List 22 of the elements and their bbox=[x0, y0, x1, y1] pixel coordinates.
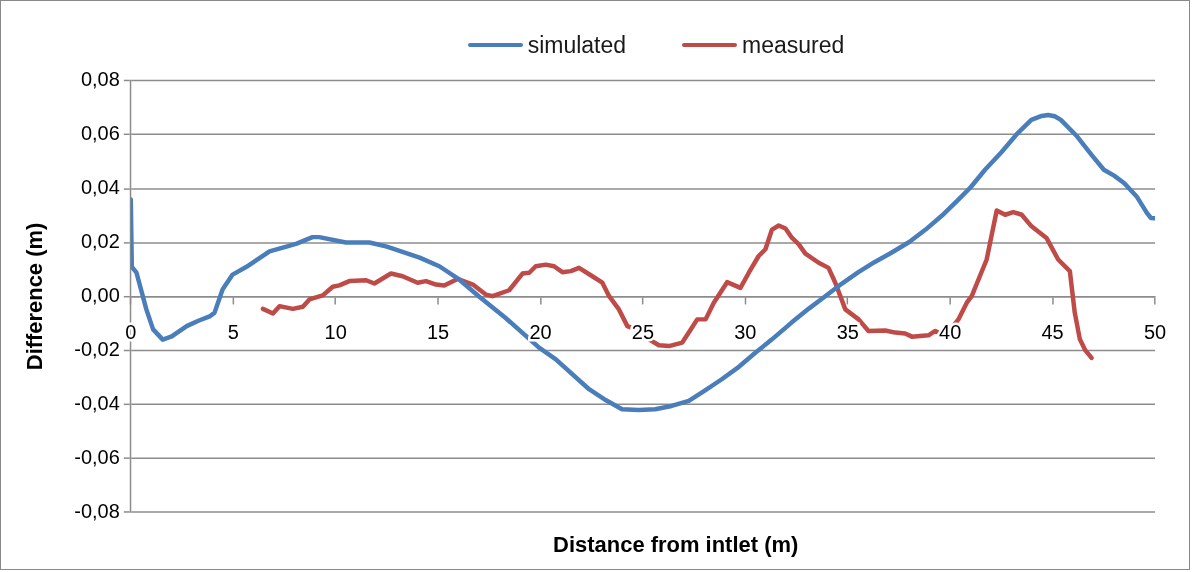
x-tick-label: 20 bbox=[529, 320, 552, 343]
x-axis-title: Distance from intlet (m) bbox=[553, 532, 799, 558]
x-tick-label: 30 bbox=[734, 320, 757, 343]
y-tick-label: -0,02 bbox=[74, 337, 120, 360]
x-tick-label: 5 bbox=[227, 320, 239, 343]
x-tick-label: 0 bbox=[125, 320, 137, 343]
x-tick-label: 35 bbox=[836, 320, 859, 343]
x-tick-label: 45 bbox=[1041, 320, 1064, 343]
y-tick-label: 0,06 bbox=[80, 122, 120, 145]
x-tick-label: 50 bbox=[1143, 320, 1167, 343]
y-tick-label: -0,08 bbox=[74, 499, 120, 522]
x-tick-label: 10 bbox=[324, 320, 347, 343]
legend-label: simulated bbox=[527, 32, 627, 58]
y-tick-label: -0,06 bbox=[74, 445, 120, 468]
y-tick-label: 0,02 bbox=[80, 230, 120, 253]
y-axis-title: Difference (m) bbox=[22, 222, 48, 371]
y-tick-label: 0,04 bbox=[80, 176, 120, 199]
x-tick-label: 15 bbox=[426, 320, 450, 343]
legend-label: measured bbox=[742, 32, 845, 58]
y-tick-label: 0,00 bbox=[80, 283, 120, 306]
y-tick-label: 0,08 bbox=[80, 68, 120, 91]
y-tick-label: -0,04 bbox=[74, 391, 120, 414]
